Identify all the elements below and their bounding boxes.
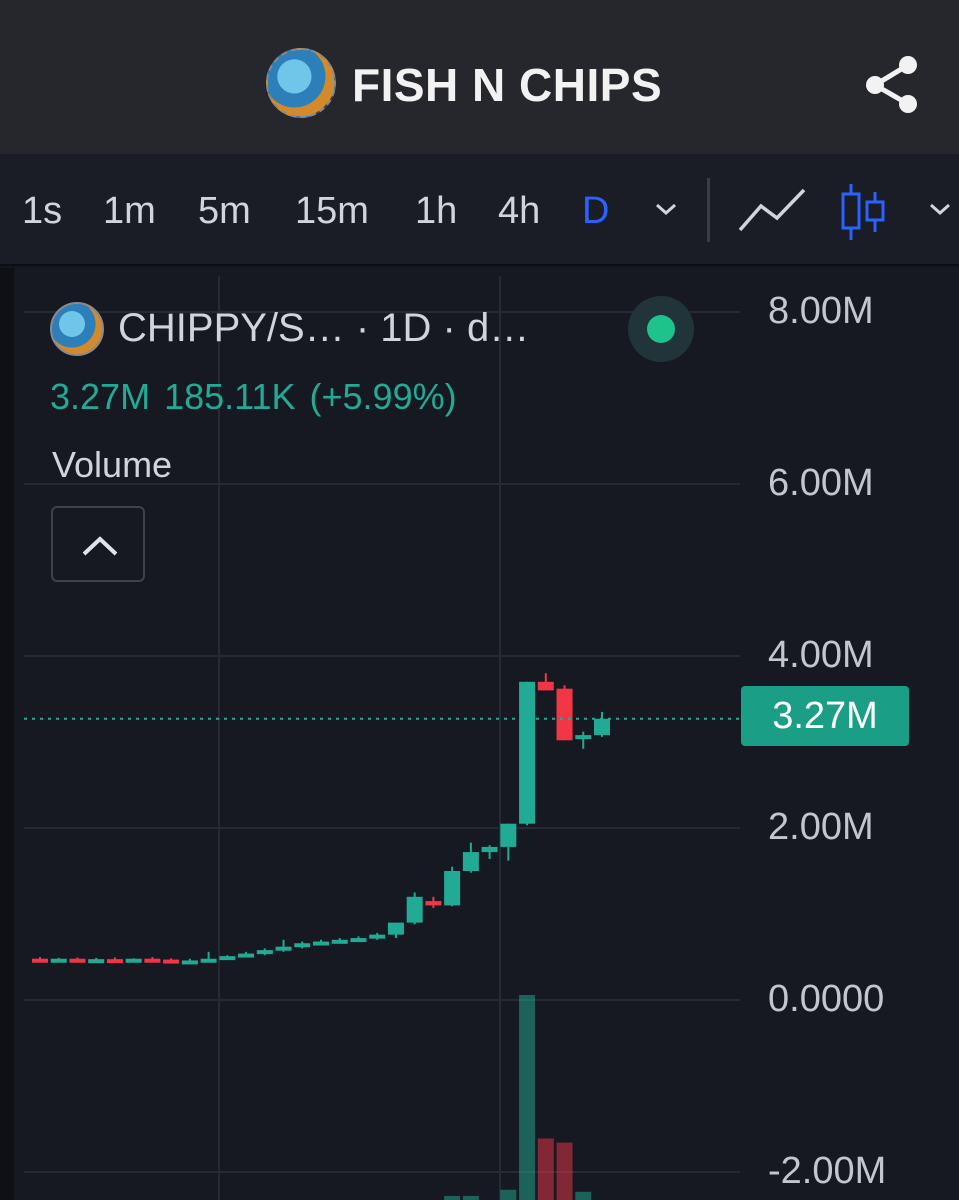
market-status: [628, 296, 694, 362]
token-logo-icon: [266, 48, 336, 118]
current-price-tag: 3.27M: [741, 686, 909, 746]
volume-bar: [444, 1195, 461, 1200]
axis-label: -2.00M: [768, 1150, 887, 1192]
volume-bar: [575, 1191, 592, 1200]
candle-body: [69, 958, 86, 963]
share-icon[interactable]: [860, 52, 924, 116]
timeframe-1m[interactable]: 1m: [103, 190, 156, 232]
axis-label: 2.00M: [768, 806, 874, 848]
candle-body: [294, 943, 311, 948]
candle-body: [219, 956, 236, 961]
toolbar-divider: [707, 178, 710, 242]
candle-body: [144, 958, 161, 963]
chevron-down-icon[interactable]: [925, 194, 955, 224]
candle-body: [106, 959, 123, 964]
timeframe-1h[interactable]: 1h: [415, 190, 458, 232]
candle-body: [313, 941, 329, 946]
candle-body: [537, 681, 554, 691]
left-panel-edge: [0, 268, 14, 1200]
last-price: 3.27M: [50, 376, 151, 417]
candle-body: [200, 958, 217, 963]
candle-body: [444, 871, 461, 906]
chevron-down-icon[interactable]: [651, 194, 681, 224]
timeframe-4h[interactable]: 4h: [498, 190, 541, 232]
axis-label: 4.00M: [768, 634, 874, 676]
page-title: FISH N CHIPS: [352, 59, 663, 111]
volume-bars: [444, 995, 592, 1200]
volume-bar: [537, 1138, 554, 1200]
candle-body: [125, 958, 142, 963]
candle-body: [406, 896, 423, 923]
candle-body: [275, 946, 292, 951]
collapse-legend-button[interactable]: [51, 506, 145, 582]
timeframe-d[interactable]: D: [582, 190, 610, 232]
candle-body: [519, 681, 536, 824]
candle-body: [462, 852, 479, 871]
candle-body: [32, 958, 48, 963]
candle-body: [181, 960, 198, 965]
candle-body: [387, 922, 404, 935]
symbol-logo-icon: [50, 302, 104, 356]
axis-label: 6.00M: [768, 462, 874, 504]
symbol-title[interactable]: CHIPPY/S… · 1D · d…: [118, 306, 530, 350]
candle-body: [481, 846, 498, 853]
chevron-up-icon: [82, 536, 118, 556]
candle-body: [575, 735, 592, 740]
candlestick-chart-icon[interactable]: [838, 182, 888, 242]
volume-bar: [500, 1189, 517, 1200]
candle-body: [556, 688, 573, 741]
status-dot-icon: [647, 315, 675, 343]
chart-grid: [24, 276, 740, 1200]
candle-body: [369, 934, 386, 939]
timeframe-5m[interactable]: 5m: [198, 190, 251, 232]
candle-body: [425, 901, 442, 906]
timeframe-15m[interactable]: 15m: [295, 190, 369, 232]
axis-label: 8.00M: [768, 290, 874, 332]
line-chart-icon[interactable]: [737, 182, 807, 238]
candle-body: [594, 718, 610, 736]
app-header: FISH N CHIPS: [0, 0, 959, 154]
candle-body: [500, 823, 517, 847]
chart-toolbar: 1s 1m 5m 15m 1h 4h D: [0, 154, 959, 266]
candle-body: [331, 939, 348, 944]
candle-body: [256, 950, 273, 955]
ohlc-values: 3.27M 185.11K (+5.99%): [50, 376, 471, 418]
volume-label: Volume: [52, 444, 173, 485]
timeframe-1s[interactable]: 1s: [22, 190, 63, 232]
candle-body: [88, 959, 105, 964]
volume-bar: [556, 1142, 573, 1200]
volume-bar: [462, 1195, 479, 1200]
axis-label: 0.0000: [768, 978, 885, 1020]
candle-body: [350, 938, 367, 943]
price-change-pct: (+5.99%): [309, 376, 457, 417]
volume-bar: [519, 995, 536, 1200]
price-change: 185.11K: [164, 376, 296, 417]
candle-body: [50, 958, 67, 963]
price-candles: [32, 673, 610, 965]
candle-body: [238, 953, 255, 958]
candle-body: [163, 959, 180, 964]
